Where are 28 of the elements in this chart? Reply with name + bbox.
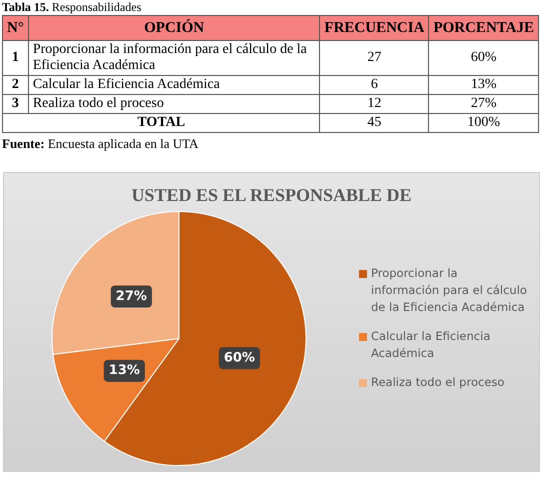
legend-label: Proporcionar la información para el cálculo de la Eficiencia Académica xyxy=(371,265,528,316)
text: 45 xyxy=(367,115,382,130)
text: N° xyxy=(2,16,28,40)
text: Tabla 15. Responsabilidades xyxy=(2,0,142,15)
text: 1 xyxy=(12,50,19,65)
data-label: 27% xyxy=(116,288,147,304)
text: 3 xyxy=(12,96,19,111)
category-label: Calcular la Eficiencia Académica xyxy=(28,76,320,94)
text: 2 xyxy=(12,77,19,92)
legend-label: Realiza todo el proceso xyxy=(371,374,504,391)
legend-label: Calcular la Eficiencia Académica xyxy=(371,328,492,362)
data-label: 13% xyxy=(108,363,140,378)
data-label: 6 xyxy=(320,76,429,94)
chart-title: USTED ES EL RESPONSABLE DE xyxy=(130,185,413,206)
text: FRECUENCIA xyxy=(320,16,429,40)
data-label: 27 xyxy=(320,40,429,76)
text: 100% xyxy=(467,115,500,130)
data-label: 60% xyxy=(428,40,538,76)
category-label: Realiza todo el proceso xyxy=(28,94,320,114)
data-label: 12 xyxy=(320,94,429,114)
data-label: 27% xyxy=(428,94,538,114)
text: PORCENTAJE xyxy=(428,16,538,40)
text: OPCIÓN xyxy=(28,16,320,40)
category-label: Proporcionar la información para el cálculo de la Eficiencia Académica xyxy=(28,40,320,76)
source-note: Fuente: Encuesta aplicada en la UTA xyxy=(2,136,200,152)
text: TOTAL xyxy=(137,115,186,130)
data-label: 13% xyxy=(428,76,538,94)
data-label: 60% xyxy=(224,350,255,366)
